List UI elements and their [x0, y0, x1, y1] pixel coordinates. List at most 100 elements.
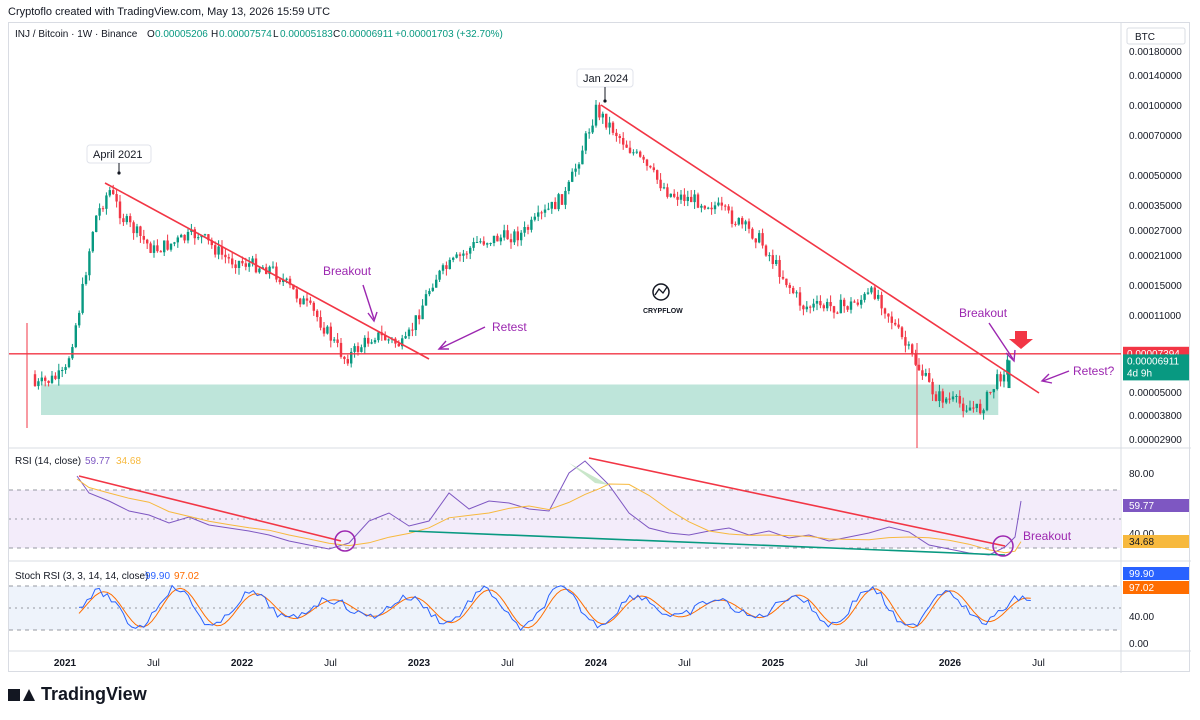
candle-body: [309, 300, 312, 303]
candle-body: [564, 190, 567, 205]
candle-body: [203, 234, 207, 236]
candle-body: [720, 202, 723, 206]
candle-body: [516, 231, 519, 241]
candle-body: [948, 398, 951, 400]
candle-body: [333, 339, 336, 341]
price-tick-label: 0.00035000: [1129, 201, 1182, 212]
candle-body: [135, 226, 139, 234]
candle-body: [713, 205, 717, 210]
time-tick-label: Jul: [678, 658, 691, 669]
candle-body: [387, 339, 390, 341]
currency-badge[interactable]: BTC: [1135, 32, 1155, 43]
candle-body: [152, 245, 156, 253]
candle-body: [676, 196, 679, 200]
candle-body: [788, 285, 791, 288]
rsi-ma-value: 34.68: [116, 456, 141, 467]
chart-frame: INJ / Bitcoin · 1W · Binance O 0.0000520…: [8, 22, 1191, 673]
candle-body: [411, 329, 414, 331]
candle-body: [883, 308, 887, 314]
candle-body: [679, 194, 683, 200]
candle-body: [656, 170, 659, 180]
currency-badge-box[interactable]: [1126, 27, 1186, 45]
stoch-k-line: [78, 584, 1031, 632]
candle-body: [632, 152, 635, 154]
candle-body: [907, 344, 910, 346]
candle-body: [88, 251, 91, 276]
time-tick-label: Jul: [147, 658, 160, 669]
candle-body: [64, 367, 67, 371]
candle-body: [452, 257, 455, 260]
candle-body: [305, 298, 309, 301]
candle-body: [227, 257, 230, 259]
candle-body: [669, 193, 672, 197]
stoch-pane: Stoch RSI (3, 3, 14, 14, close) 99.90 97…: [9, 567, 1189, 650]
candle-body: [288, 278, 292, 285]
candle-body: [839, 299, 842, 314]
candle-body: [741, 218, 744, 225]
candle-body: [465, 253, 468, 255]
trendline-2021[interactable]: [104, 182, 430, 360]
candle-body: [703, 205, 706, 209]
candle-body: [958, 395, 961, 404]
svg-text:April 2021: April 2021: [93, 149, 143, 161]
candle-body: [537, 212, 540, 217]
candle-body: [877, 294, 880, 299]
candle-body: [615, 132, 618, 137]
candle-body: [781, 276, 785, 279]
candle-body: [693, 194, 696, 203]
candle-body: [938, 391, 941, 401]
candle-body: [996, 374, 999, 390]
close-label: C: [333, 29, 340, 40]
candle-body: [448, 259, 451, 269]
trendline-2024[interactable]: [600, 104, 1040, 394]
candle-body: [350, 351, 353, 364]
crypflow-watermark: CRYPFLOW: [643, 283, 683, 315]
arrow-retest-question: [1042, 370, 1070, 382]
candle-body: [421, 305, 424, 320]
candle-body: [724, 205, 727, 207]
candle-body: [924, 373, 927, 376]
chart-svg[interactable]: INJ / Bitcoin · 1W · Binance O 0.0000520…: [9, 23, 1191, 673]
candle-body: [795, 292, 798, 294]
candle-body: [299, 298, 302, 305]
candle-body: [496, 235, 499, 242]
arrowhead-retest-question: [1040, 373, 1053, 384]
price-tick-label: 0.00180000: [1129, 47, 1182, 58]
stoch-k-value: 99.90: [145, 571, 170, 582]
stoch-k-tag: [1123, 567, 1189, 580]
candle-body: [771, 255, 774, 265]
rsi-breakout-circle-2: [992, 535, 1014, 557]
candle-body: [156, 245, 159, 252]
rsi-trendline-1: [78, 475, 342, 542]
rsi-line: [76, 460, 1022, 556]
arrowhead-breakout-2: [1005, 349, 1016, 363]
candle-body: [220, 246, 224, 255]
candle-body: [513, 231, 516, 243]
candle-body: [645, 159, 649, 166]
candle-body: [367, 337, 370, 344]
candle-body: [50, 375, 54, 383]
candle-body: [608, 122, 611, 128]
candle-body: [822, 305, 825, 309]
candle-body: [237, 261, 241, 268]
candle-body: [853, 301, 856, 303]
candle-body: [122, 218, 125, 223]
candle-body: [652, 167, 655, 171]
candle-body: [193, 229, 196, 239]
candle-body: [659, 179, 662, 189]
candle-body: [37, 381, 40, 387]
candle-body: [163, 240, 166, 253]
candle-body: [815, 300, 819, 304]
high-value: 0.00007574: [219, 29, 272, 40]
candle-body: [792, 287, 795, 294]
open-label: O: [147, 29, 155, 40]
time-tick-label: 2022: [231, 658, 254, 669]
price-tick-label: 0.00005000: [1129, 388, 1182, 399]
candle-body: [560, 194, 564, 205]
candle-body: [316, 310, 319, 318]
candle-body: [472, 242, 475, 248]
stoch-tick-0: 0.00: [1129, 639, 1149, 650]
candle-body: [336, 339, 339, 343]
candle-body: [625, 144, 628, 148]
candle-body: [241, 261, 244, 264]
